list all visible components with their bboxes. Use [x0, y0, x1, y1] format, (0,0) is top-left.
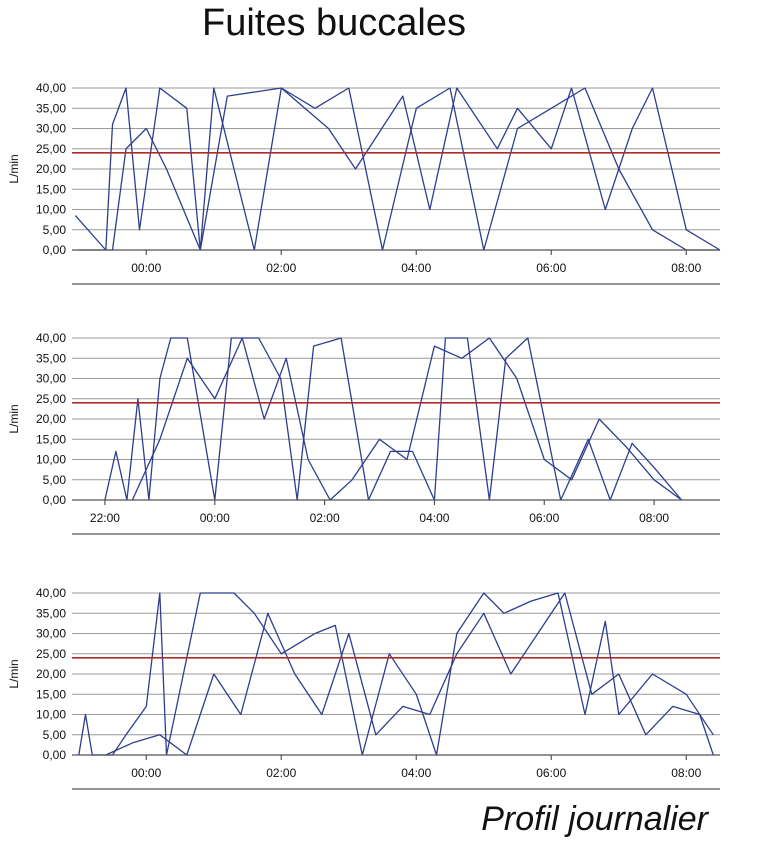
leak-trace: [74, 87, 721, 251]
y-tick-label: 25,00: [36, 142, 66, 156]
x-tick-label: 04:00: [401, 766, 431, 780]
y-tick-label: 0,00: [43, 748, 67, 762]
x-tick-label: 22:00: [90, 511, 120, 525]
y-tick-label: 35,00: [36, 101, 66, 115]
y-tick-label: 35,00: [36, 351, 66, 365]
page-title: Fuites buccales: [201, 2, 466, 44]
x-tick-label: 08:00: [671, 766, 701, 780]
y-tick-label: 15,00: [36, 687, 66, 701]
y-tick-label: 5,00: [43, 728, 67, 742]
y-tick-label: 20,00: [36, 667, 66, 681]
y-tick-label: 0,00: [43, 243, 67, 257]
leak-chart-night-3: 40,00 35,00 30,00 25,00 20,00 15,00 10,00 5,00 0…: [7, 586, 720, 790]
y-tick-label: 15,00: [36, 432, 66, 446]
y-axis-label: L/min: [7, 154, 21, 183]
leak-chart-night-2: 40,00 35,00 30,00 25,00 20,00 15,00 10,00 5,00 0…: [7, 331, 720, 535]
x-tick-label: 02:00: [266, 261, 296, 275]
x-tick-label: 04:00: [401, 261, 431, 275]
x-tick-label: 00:00: [131, 766, 161, 780]
y-tick-label: 5,00: [43, 473, 67, 487]
y-tick-label: 35,00: [36, 606, 66, 620]
y-tick-label: 5,00: [43, 223, 67, 237]
leak-trace: [131, 337, 682, 501]
x-tick-label: 04:00: [419, 511, 449, 525]
y-tick-label: 20,00: [36, 412, 66, 426]
y-tick-label: 30,00: [36, 122, 66, 136]
y-tick-label: 10,00: [36, 708, 66, 722]
y-tick-label: 40,00: [36, 331, 66, 345]
x-tick-label: 06:00: [529, 511, 559, 525]
x-tick-label: 08:00: [639, 511, 669, 525]
x-tick-label: 08:00: [671, 261, 701, 275]
y-tick-label: 40,00: [36, 81, 66, 95]
y-tick-label: 40,00: [36, 586, 66, 600]
leak-trace: [105, 592, 714, 756]
y-tick-label: 25,00: [36, 647, 66, 661]
y-tick-label: 30,00: [36, 627, 66, 641]
y-tick-label: 15,00: [36, 182, 66, 196]
y-axis-label: L/min: [7, 659, 21, 688]
x-tick-label: 06:00: [536, 261, 566, 275]
x-tick-label: 00:00: [200, 511, 230, 525]
y-axis-label: L/min: [7, 404, 21, 433]
x-tick-label: 02:00: [310, 511, 340, 525]
y-tick-label: 0,00: [43, 493, 67, 507]
x-tick-label: 06:00: [536, 766, 566, 780]
x-tick-label: 02:00: [266, 766, 296, 780]
y-tick-label: 10,00: [36, 203, 66, 217]
y-tick-label: 30,00: [36, 372, 66, 386]
y-tick-label: 20,00: [36, 162, 66, 176]
y-tick-label: 25,00: [36, 392, 66, 406]
x-tick-label: 00:00: [131, 261, 161, 275]
footer-caption: Profil journalier: [481, 800, 708, 838]
y-tick-label: 10,00: [36, 453, 66, 467]
leak-chart-night-1: 40,00 35,00 30,00 25,00 20,00 15,00 10,00 5,00 0…: [7, 81, 721, 285]
